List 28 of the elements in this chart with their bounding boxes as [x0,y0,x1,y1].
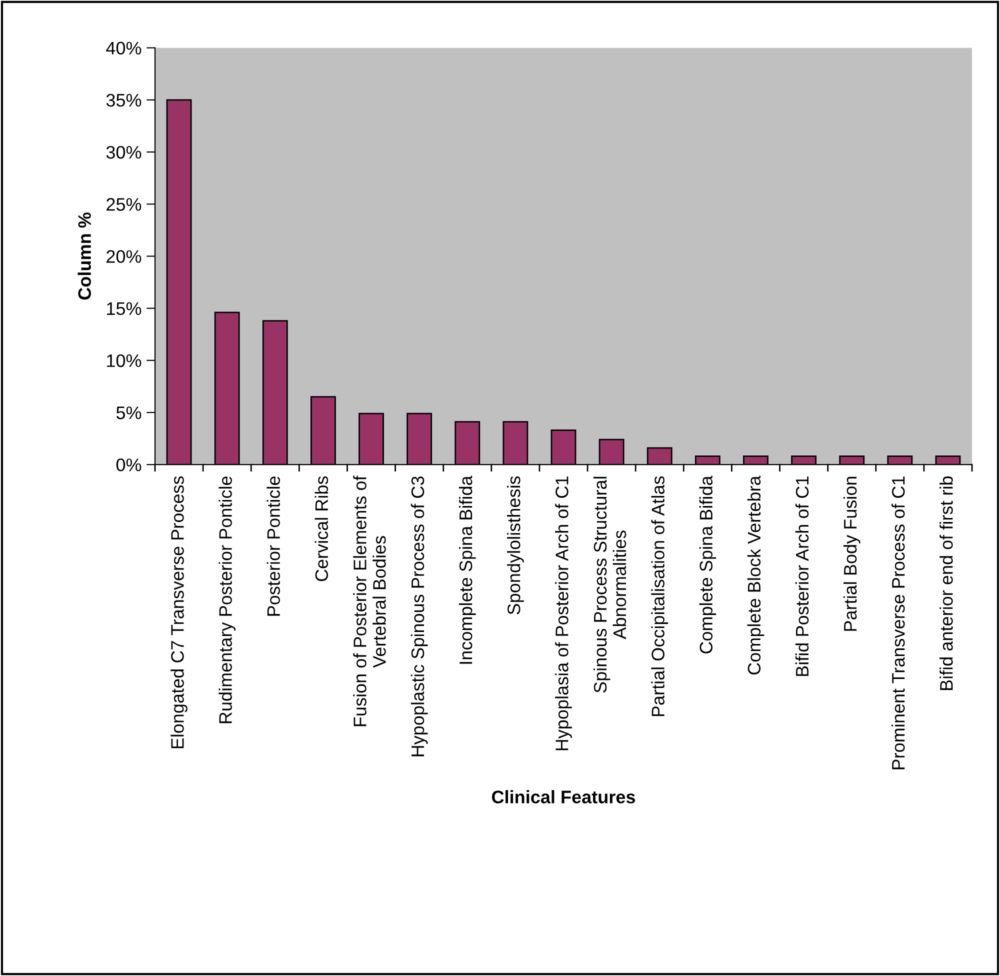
x-tick-label: Rudimentary Posterior Ponticle [218,476,236,724]
x-tick-label: Partial Body Fusion [843,476,860,631]
y-tick-label: 20% [106,250,142,263]
y-tick-label: 25% [106,198,142,211]
x-axis-title: Clinical Features [492,790,636,804]
y-tick-label: 15% [107,302,142,316]
x-tick-label: Cervical Ribs [314,476,328,582]
x-tick-label: Hypoplastic Spinous Process of C3 [410,476,428,756]
y-tick-label: 5% [116,406,142,420]
x-tick-label: Spinous Process Structural Abnormalities [593,476,626,693]
y-tick-label: 0% [116,458,142,472]
y-tick-label: 35% [106,94,142,107]
x-tick-label: Partial Occipitalisation of Atlas [651,476,668,716]
x-tick-label: Bifid Posterior Arch of C1 [795,476,809,676]
x-tick-label: Posterior Ponticle [266,476,280,616]
y-tick-label: 40% [106,42,142,55]
x-tick-label: Fusion of Posterior Elements of Vertebral Bodies [353,476,386,726]
x-tick-label: Incomplete Spina Bifida [458,476,476,664]
x-tick-label: Complete Block Vertebra [747,476,764,674]
x-tick-label: Prominent Transverse Process of C1 [891,476,905,770]
y-axis-title: Column % [78,212,91,300]
x-tick-label: Bifid anterior end of first rib [940,476,953,690]
x-tick-label: Elongated C7 Transverse Process [170,476,188,748]
x-tick-label: Spondylolisthesis [507,476,524,614]
y-tick-label: 10% [107,354,142,368]
y-tick-label: 30% [106,146,142,159]
x-tick-label: Hypoplasia of Posterior Arch of C1 [555,476,572,750]
x-tick-label: Complete Spina Bifida [699,476,716,654]
